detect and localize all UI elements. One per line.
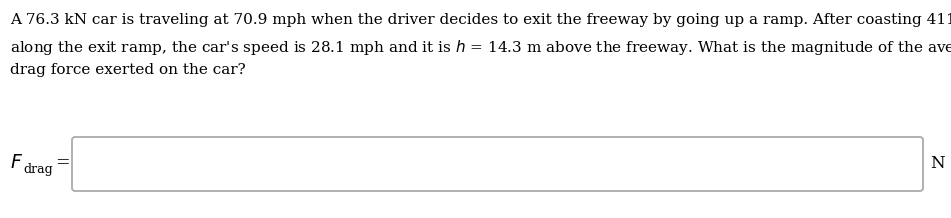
Text: drag force exerted on the car?: drag force exerted on the car? <box>10 63 245 77</box>
Text: =: = <box>55 155 69 172</box>
FancyBboxPatch shape <box>72 137 923 191</box>
Text: along the exit ramp, the car's speed is 28.1 mph and it is $h$ = 14.3 m above th: along the exit ramp, the car's speed is … <box>10 38 951 57</box>
Text: drag: drag <box>23 164 52 177</box>
Text: $\mathit{F}$: $\mathit{F}$ <box>10 154 23 172</box>
Text: A 76.3 kN car is traveling at 70.9 mph when the driver decides to exit the freew: A 76.3 kN car is traveling at 70.9 mph w… <box>10 13 951 27</box>
Text: N: N <box>930 155 944 172</box>
